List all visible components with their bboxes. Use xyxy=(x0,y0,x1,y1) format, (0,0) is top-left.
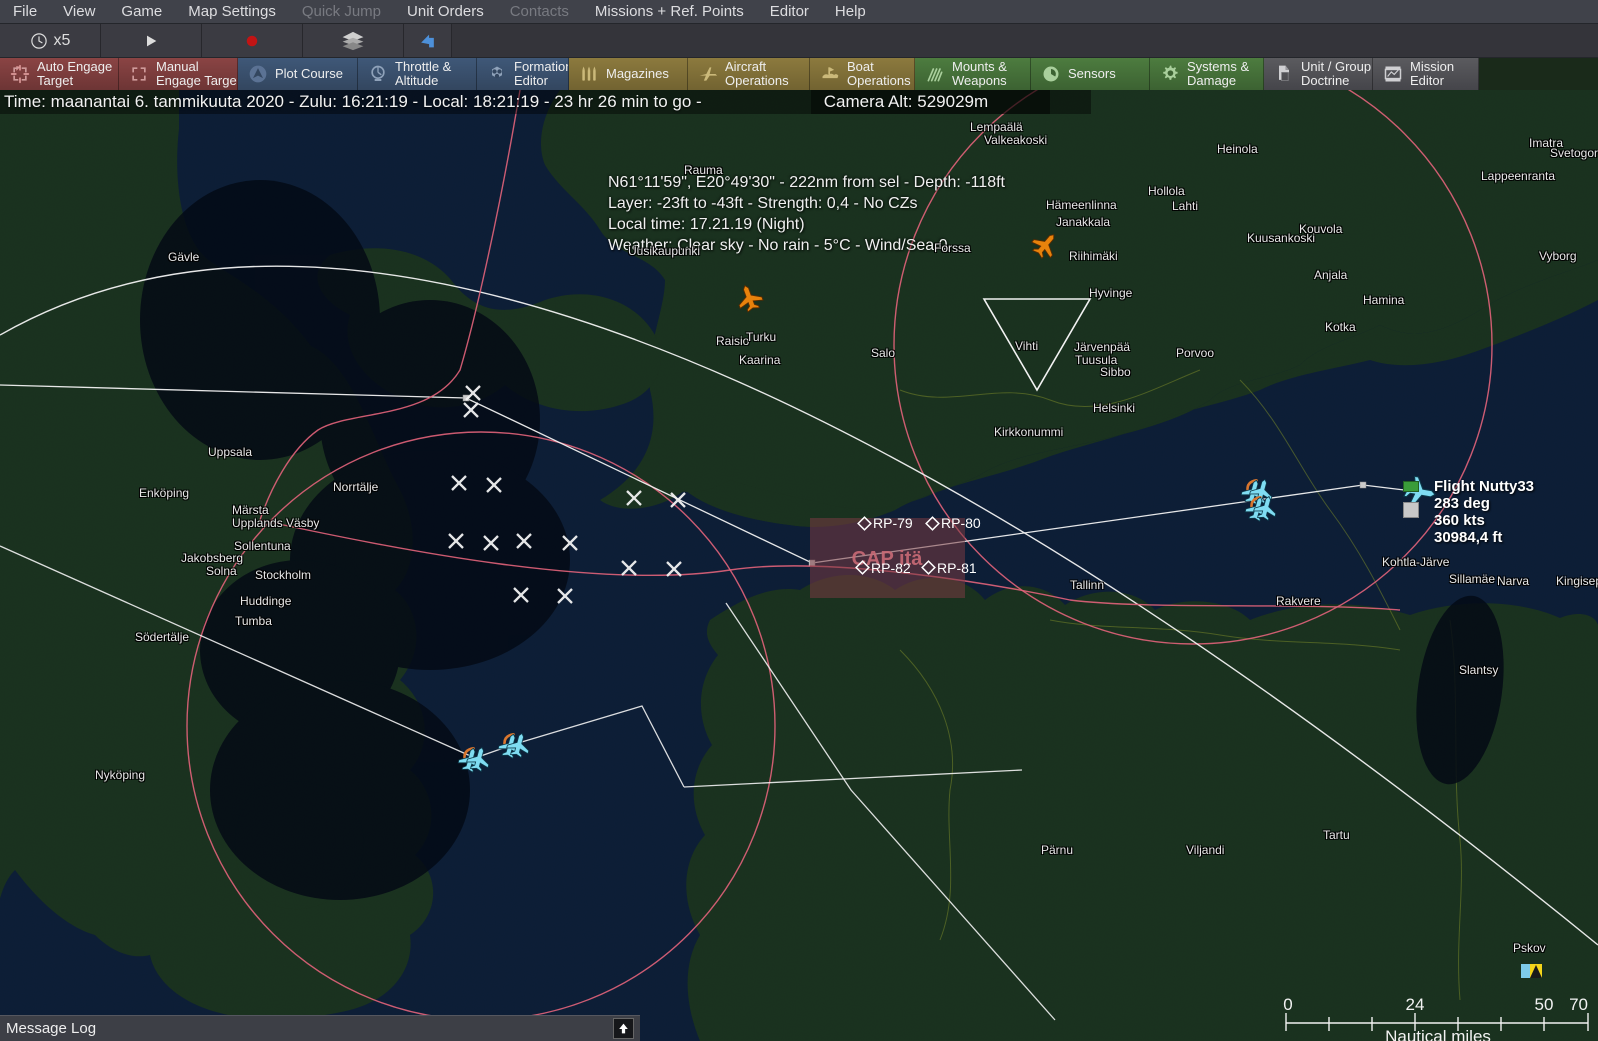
svg-text:0: 0 xyxy=(1283,995,1292,1014)
svg-text:RP-79: RP-79 xyxy=(873,515,913,531)
svg-text:24: 24 xyxy=(1406,995,1425,1014)
svg-text:RP-82: RP-82 xyxy=(871,560,911,576)
svg-text:70: 70 xyxy=(1569,995,1588,1014)
svg-text:RP-81: RP-81 xyxy=(937,560,977,576)
svg-text:RP-80: RP-80 xyxy=(941,515,981,531)
svg-text:Nautical miles: Nautical miles xyxy=(1385,1027,1491,1041)
svg-text:50: 50 xyxy=(1535,995,1554,1014)
